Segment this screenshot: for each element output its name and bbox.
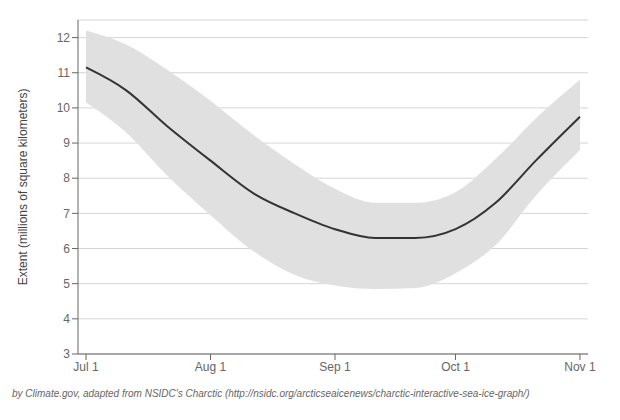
svg-text:5: 5 — [63, 277, 70, 291]
svg-text:Oct 1: Oct 1 — [441, 360, 470, 374]
html-text:by Climate.gov, adapted from N: by Climate.gov, adapted from NSIDC's Cha… — [12, 388, 530, 399]
svg-text:4: 4 — [63, 312, 70, 326]
svg-text:Extent (millions of square kil: Extent (millions of square kilometers) — [16, 89, 30, 286]
svg-text:Nov 1: Nov 1 — [564, 360, 596, 374]
svg-text:Jul 1: Jul 1 — [73, 360, 99, 374]
svg-text:6: 6 — [63, 242, 70, 256]
svg-text:11: 11 — [58, 66, 71, 80]
svg-text:Aug 1: Aug 1 — [195, 360, 227, 374]
svg-text:9: 9 — [63, 136, 70, 150]
svg-text:3: 3 — [63, 347, 70, 361]
svg-text:8: 8 — [63, 171, 70, 185]
svg-text:Sep 1: Sep 1 — [319, 360, 351, 374]
svg-text:12: 12 — [57, 31, 71, 45]
svg-text:10: 10 — [57, 101, 71, 115]
svg-text:7: 7 — [63, 207, 70, 221]
